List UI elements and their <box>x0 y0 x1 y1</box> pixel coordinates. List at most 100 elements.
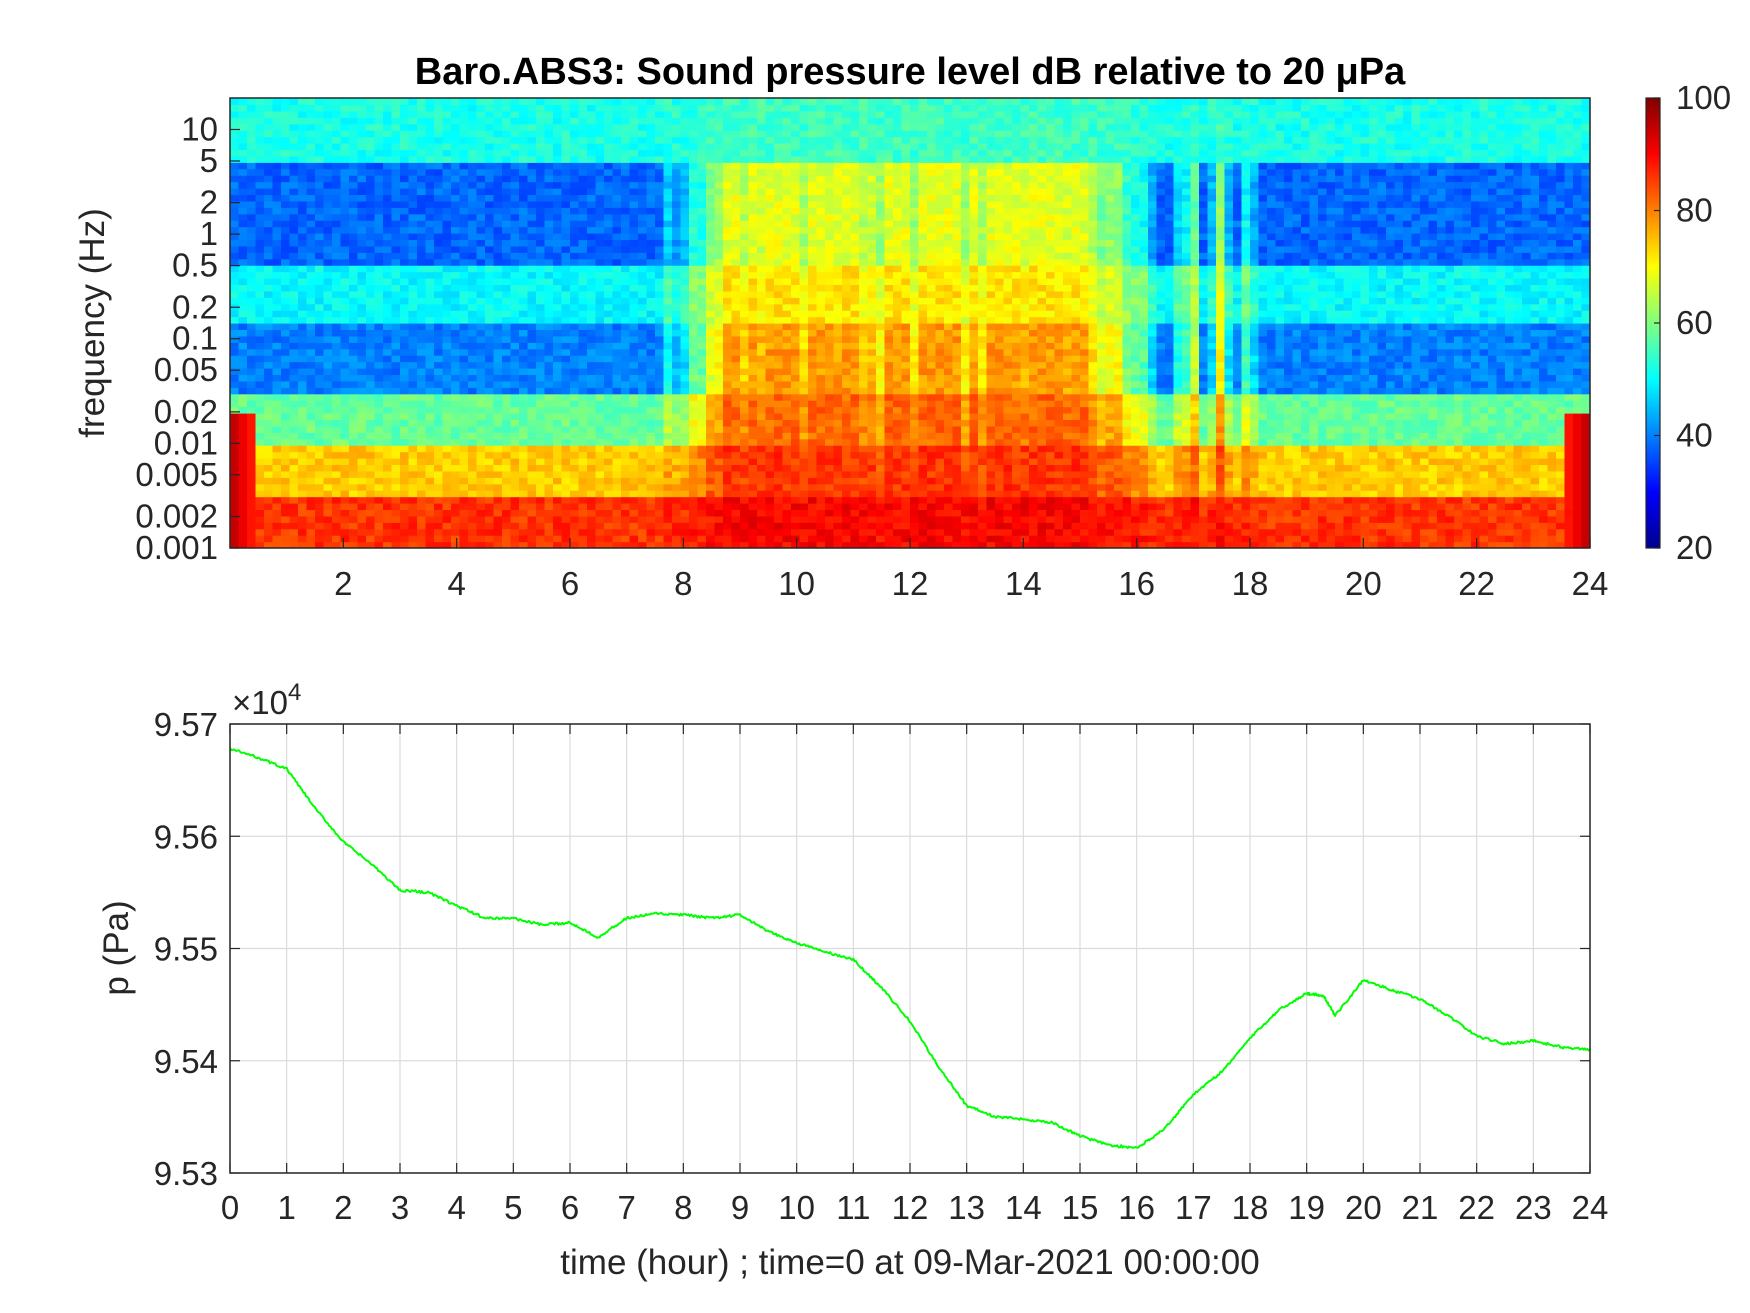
spectrogram-cell <box>731 483 741 491</box>
spectrogram-cell <box>289 278 299 286</box>
spectrogram-cell <box>281 451 291 459</box>
spectrogram-cell <box>655 380 665 388</box>
spectrogram-cell <box>434 380 444 388</box>
spectrogram-cell <box>306 155 316 163</box>
spectrogram-cell <box>808 451 818 459</box>
spectrogram-cell <box>578 470 588 478</box>
spectrogram-cell <box>298 348 308 356</box>
spectrogram-cell <box>391 207 401 215</box>
spectrogram-cell <box>357 233 367 241</box>
spectrogram-cell <box>553 380 563 388</box>
spectrogram-cell <box>247 220 257 228</box>
spectrogram-cell <box>689 310 699 318</box>
spectrogram-cell <box>468 374 478 382</box>
spectrogram-cell <box>264 297 274 305</box>
spectrogram-cell <box>289 290 299 298</box>
spectrogram-cell <box>417 233 427 241</box>
spectrogram-cell <box>289 361 299 369</box>
spectrogram-cell <box>740 220 750 228</box>
spectrogram-cell <box>740 155 750 163</box>
spectrogram-cell <box>459 445 469 453</box>
spectrogram-cell <box>672 503 682 511</box>
spectrogram-cell <box>680 368 690 376</box>
spectrogram-cell <box>638 316 648 324</box>
spectrogram-cell <box>340 515 350 523</box>
spectrogram-cell <box>298 297 308 305</box>
spectrogram-cell <box>612 155 622 163</box>
spectrogram-cell <box>799 175 809 183</box>
spectrogram-cell <box>298 271 308 279</box>
spectrogram-cell <box>833 515 843 523</box>
spectrogram-cell <box>680 438 690 446</box>
spectrogram-cell <box>629 425 639 433</box>
spectrogram-cell <box>570 503 580 511</box>
spectrogram-cell <box>689 368 699 376</box>
spectrogram-cell <box>366 265 376 273</box>
spectrogram-cell <box>638 303 648 311</box>
spectrogram-cell <box>799 483 809 491</box>
spectrogram-cell <box>612 284 622 292</box>
spectrogram-cell <box>417 98 427 106</box>
spectrogram-cell <box>230 425 240 433</box>
spectrogram-cell <box>510 400 520 408</box>
spectrogram-cell <box>706 143 716 151</box>
spectrogram-cell <box>425 477 435 485</box>
spectrogram-cell <box>544 233 554 241</box>
spectrogram-cell <box>740 245 750 253</box>
spectrogram-cell <box>366 207 376 215</box>
spectrogram-cell <box>264 136 274 144</box>
spectrogram-cell <box>527 451 537 459</box>
spectrogram-cell <box>238 303 248 311</box>
spectrogram-cell <box>357 188 367 196</box>
spectrogram-cell <box>357 445 367 453</box>
spectrogram-cell <box>400 252 410 260</box>
spectrogram-cell <box>272 400 282 408</box>
spectrogram-cell <box>485 490 495 498</box>
spectrogram-cell <box>791 483 801 491</box>
spectrogram-cell <box>808 528 818 536</box>
spectrogram-cell <box>714 374 724 382</box>
spectrogram-cell <box>740 400 750 408</box>
spectrogram-cell <box>697 226 707 234</box>
spectrogram-cell <box>468 297 478 305</box>
spectrogram-cell <box>570 117 580 125</box>
spectrogram-cell <box>255 233 265 241</box>
spectrogram-cell <box>255 207 265 215</box>
spectrogram-cell <box>391 541 401 548</box>
spectrogram-cell <box>791 162 801 170</box>
spectrogram-cell <box>774 419 784 427</box>
spectrogram-cell <box>247 310 257 318</box>
spectrogram-cell <box>748 123 758 131</box>
spectrogram-cell <box>468 438 478 446</box>
spectrogram-cell <box>706 496 716 504</box>
spectrogram-cell <box>629 284 639 292</box>
spectrogram-cell <box>561 181 571 189</box>
spectrogram-cell <box>680 522 690 530</box>
spectrogram-cell <box>740 496 750 504</box>
spectrogram-cell <box>306 303 316 311</box>
spectrogram-cell <box>765 458 775 466</box>
spectrogram-cell <box>774 290 784 298</box>
spectrogram-cell <box>527 239 537 247</box>
spectrogram-cell <box>502 393 512 401</box>
spectrogram-cell <box>808 245 818 253</box>
spectrogram-cell <box>825 528 835 536</box>
spectrogram-cell <box>655 271 665 279</box>
spectrogram-cell <box>544 509 554 517</box>
spectrogram-cell <box>485 316 495 324</box>
spectrogram-cell <box>442 149 452 157</box>
spectrogram-cell <box>689 200 699 208</box>
spectrogram-cell <box>774 220 784 228</box>
spectrogram-cell <box>731 265 741 273</box>
spectrogram-cell <box>570 342 580 350</box>
spectrogram-cell <box>536 483 546 491</box>
spectrogram-cell <box>238 355 248 363</box>
spectrogram-cell <box>748 477 758 485</box>
spectrogram-cell <box>366 123 376 131</box>
spectrogram-cell <box>434 143 444 151</box>
spectrogram-cell <box>417 438 427 446</box>
spectrogram-cell <box>315 233 325 241</box>
spectrogram-cell <box>332 387 342 395</box>
spectrogram-cell <box>408 136 418 144</box>
spectrogram-cell <box>383 258 393 266</box>
